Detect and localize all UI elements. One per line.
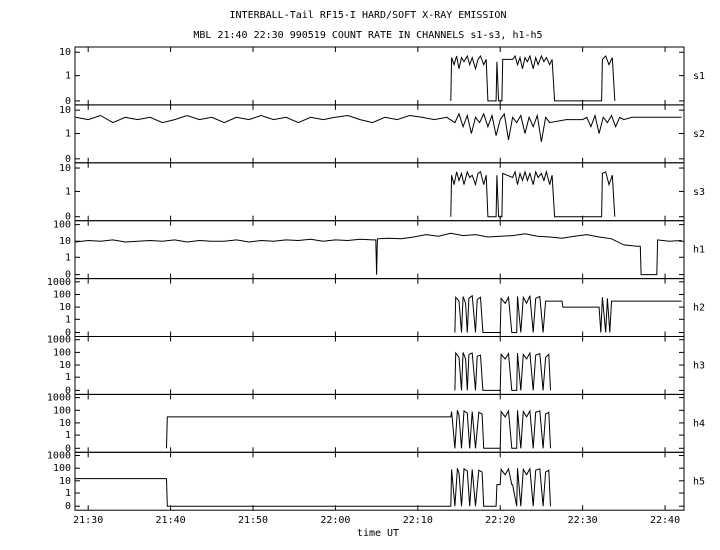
y-tick-label: 1	[65, 252, 71, 263]
x-tick-label: 21:30	[73, 515, 103, 526]
trace	[75, 467, 551, 507]
y-tick-label: 1000	[47, 393, 71, 404]
y-tick-label: 1000	[47, 277, 71, 288]
chart-subtitle: MBL 21:40 22:30 990519 COUNT RATE IN CHA…	[193, 30, 542, 41]
panel-label: h1	[693, 245, 705, 256]
trace	[450, 169, 616, 218]
trace	[454, 351, 551, 391]
panel-label: h3	[693, 360, 705, 371]
y-tick-label: 10	[59, 105, 71, 116]
panel-frame	[74, 220, 685, 280]
y-tick-label: 0	[65, 154, 71, 165]
y-tick-label: 100	[53, 347, 71, 358]
y-tick-label: 0	[65, 96, 71, 107]
y-tick-label: 1	[65, 71, 71, 82]
y-tick-label: 100	[53, 405, 71, 416]
x-tick-label: 22:10	[403, 515, 433, 526]
y-tick-label: 100	[53, 220, 71, 231]
panel-frame	[74, 162, 685, 222]
y-tick-label: 1000	[47, 451, 71, 462]
panel-frame	[74, 46, 685, 106]
y-tick-label: 0	[65, 328, 71, 339]
x-tick-label: 22:20	[485, 515, 515, 526]
panel-label: h5	[693, 476, 705, 487]
y-tick-label: 1	[65, 129, 71, 140]
trace	[75, 112, 682, 142]
y-tick-label: 100	[53, 289, 71, 300]
panel-frame	[74, 336, 685, 395]
y-tick-label: 10	[59, 360, 71, 371]
y-tick-label: 10	[59, 163, 71, 174]
y-tick-label: 1000	[47, 335, 71, 346]
chart-title: INTERBALL-Tail RF15-I HARD/SOFT X-RAY EM…	[230, 10, 507, 21]
x-tick-label: 21:40	[156, 515, 186, 526]
y-tick-label: 1	[65, 372, 71, 383]
x-axis-label: time UT	[357, 528, 399, 539]
trace	[450, 54, 616, 102]
panel-frame	[74, 104, 685, 164]
y-tick-label: 0	[65, 212, 71, 223]
y-tick-label: 0	[65, 270, 71, 281]
y-tick-label: 1	[65, 186, 71, 197]
y-tick-label: 1	[65, 430, 71, 441]
panel-label: s2	[693, 129, 705, 140]
panel-label: s3	[693, 187, 705, 198]
trace	[75, 232, 682, 276]
y-tick-label: 0	[65, 501, 71, 512]
y-tick-label: 10	[59, 476, 71, 487]
y-tick-label: 0	[65, 385, 71, 396]
x-tick-label: 22:30	[568, 515, 598, 526]
x-tick-label: 21:50	[238, 515, 268, 526]
panel-label: h2	[693, 303, 705, 314]
trace	[166, 409, 551, 449]
y-tick-label: 10	[59, 236, 71, 247]
trace	[454, 294, 682, 333]
y-tick-label: 10	[59, 302, 71, 313]
y-tick-label: 10	[59, 47, 71, 58]
panel-label: s1	[693, 71, 705, 82]
y-tick-label: 0	[65, 443, 71, 454]
panel-label: h4	[693, 418, 705, 429]
x-tick-label: 22:00	[320, 515, 350, 526]
y-tick-label: 10	[59, 418, 71, 429]
y-tick-label: 100	[53, 463, 71, 474]
y-tick-label: 1	[65, 488, 71, 499]
y-tick-label: 1	[65, 314, 71, 325]
x-tick-label: 22:40	[650, 515, 680, 526]
